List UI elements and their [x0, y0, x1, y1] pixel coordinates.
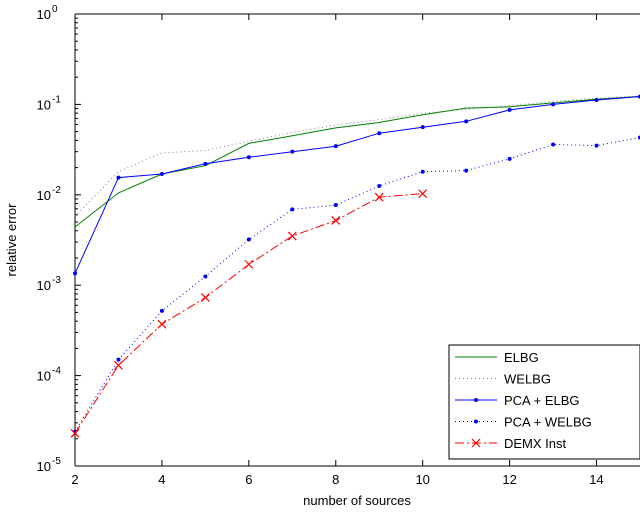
series-welbg — [74, 95, 640, 217]
legend-label: DEMX Inst — [504, 436, 567, 451]
data-point — [246, 237, 251, 242]
data-point — [203, 161, 208, 166]
data-point — [333, 203, 338, 208]
data-point — [157, 319, 167, 329]
x-tick-label: 6 — [245, 472, 252, 487]
data-point — [333, 144, 338, 149]
y-tick-exponent: -5 — [52, 456, 61, 467]
series-pca-elbg — [73, 94, 640, 276]
data-point — [246, 155, 251, 160]
data-point — [418, 189, 428, 199]
data-point — [551, 142, 556, 147]
legend-label: ELBG — [504, 350, 539, 365]
data-point — [70, 428, 80, 438]
x-tick-label: 14 — [589, 472, 603, 487]
x-tick-label: 2 — [71, 472, 78, 487]
data-point — [73, 271, 77, 276]
data-point — [464, 119, 469, 124]
data-point — [159, 308, 164, 313]
y-tick-label: 10 — [37, 369, 51, 384]
legend-label: WELBG — [504, 372, 551, 387]
x-tick-label: 4 — [158, 472, 165, 487]
data-point — [420, 125, 425, 130]
y-tick-exponent: 0 — [52, 4, 58, 15]
data-point — [203, 274, 208, 279]
series-demx-inst — [70, 189, 428, 438]
y-tick-exponent: -4 — [52, 366, 61, 377]
data-point — [200, 293, 210, 302]
legend-label: PCA + WELBG — [504, 415, 592, 430]
data-point — [290, 207, 295, 212]
legend-label: PCA + ELBG — [504, 393, 580, 408]
series-line — [74, 96, 640, 274]
legend-box — [448, 344, 640, 460]
y-tick-label: 10 — [37, 7, 51, 22]
data-point — [331, 216, 341, 225]
data-point — [551, 102, 556, 107]
y-tick-label: 10 — [37, 459, 51, 474]
series-line — [74, 95, 640, 217]
y-tick-exponent: -2 — [52, 185, 61, 196]
x-tick-label: 12 — [502, 472, 516, 487]
data-point — [377, 184, 382, 189]
x-tick-label: 10 — [415, 472, 429, 487]
x-tick-label: 8 — [332, 472, 339, 487]
data-point — [507, 107, 512, 112]
y-tick-label: 10 — [37, 97, 51, 112]
y-tick-label: 10 — [37, 188, 51, 203]
data-point — [464, 168, 469, 173]
data-point — [114, 360, 123, 370]
data-point — [287, 231, 297, 241]
y-tick-label: 10 — [37, 278, 51, 293]
series-layer — [70, 94, 640, 438]
data-point — [377, 131, 382, 136]
data-point — [244, 259, 254, 269]
legend-marker — [474, 398, 478, 402]
y-axis-label: relative error — [4, 203, 19, 277]
y-tick-exponent: -3 — [52, 275, 61, 286]
data-point — [290, 149, 295, 154]
x-axis-label: number of sources — [303, 493, 411, 508]
data-point — [507, 156, 512, 161]
legend-marker — [471, 438, 481, 448]
data-point — [420, 169, 425, 174]
data-point — [116, 357, 121, 362]
data-point — [159, 171, 164, 176]
data-point — [594, 143, 599, 148]
data-point — [116, 175, 121, 180]
data-point — [374, 192, 384, 202]
legend: ELBG WELBG PCA + ELBG PCA + WELBG DEMX Inst — [448, 344, 640, 460]
y-tick-exponent: -1 — [52, 94, 61, 105]
data-point — [594, 97, 599, 102]
legend-marker — [474, 419, 478, 424]
